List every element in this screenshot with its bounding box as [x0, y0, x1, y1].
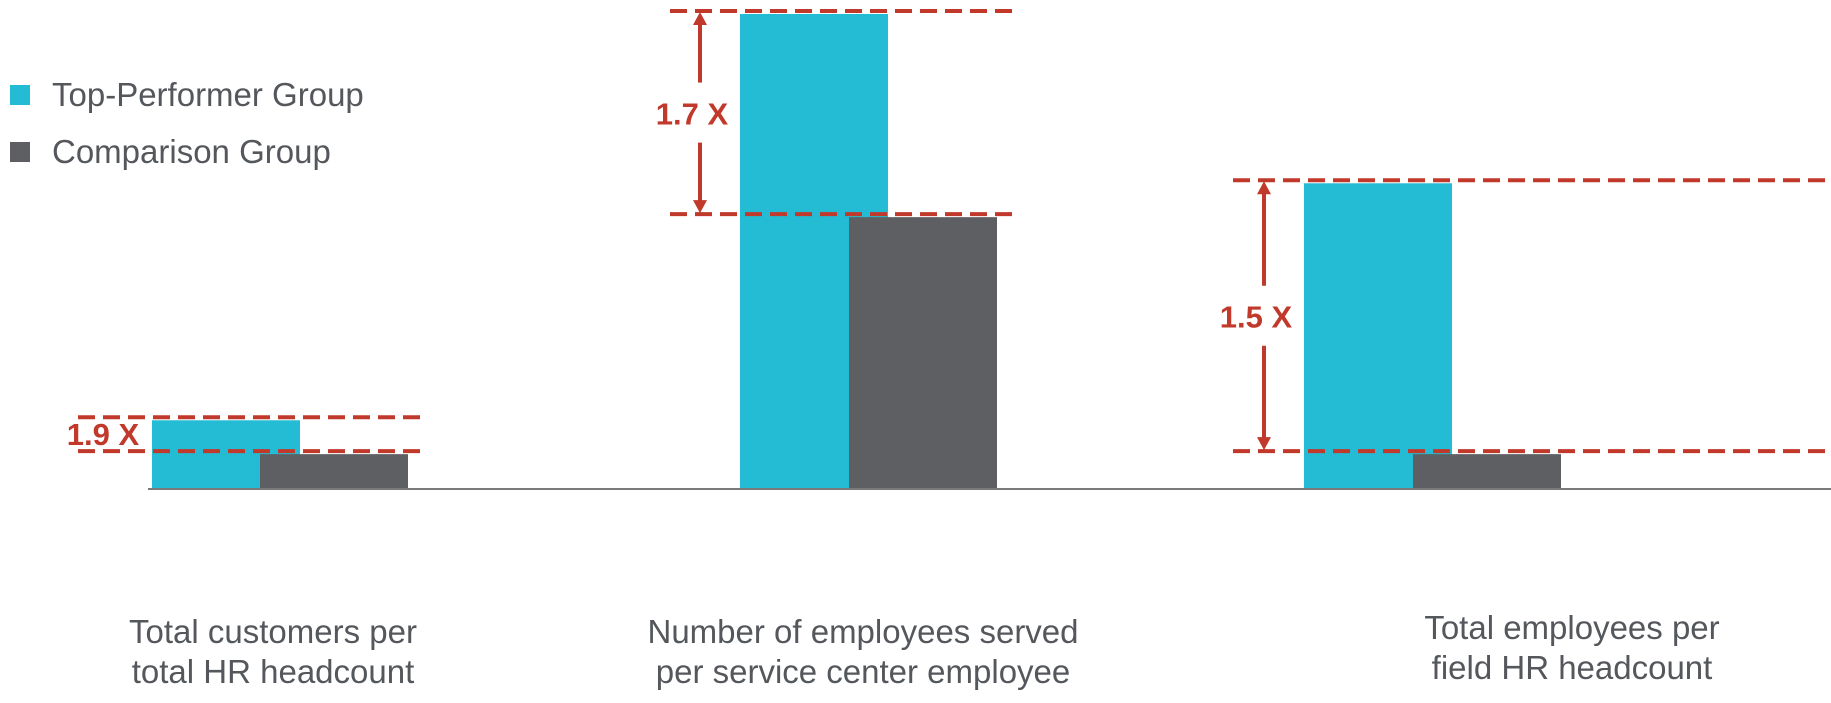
legend: Top-Performer Group Comparison Group: [10, 66, 364, 180]
legend-label-comparison: Comparison Group: [52, 132, 331, 170]
legend-label-top-performer: Top-Performer Group: [52, 75, 364, 113]
bar-top-performer-3: [1304, 183, 1452, 489]
arrow-head-down-2: [693, 200, 707, 214]
category-label-2: Number of employees served per service c…: [647, 613, 1079, 690]
bar-comparison-3: [1413, 454, 1561, 488]
legend-item-comparison: Comparison Group: [10, 123, 364, 180]
arrow-head-up-2: [693, 12, 707, 25]
ratio-label-3: 1.5 X: [1220, 300, 1293, 335]
ratio-label-2: 1.7 X: [656, 97, 729, 132]
arrow-head-down-3: [1257, 437, 1271, 451]
arrow-head-up-3: [1257, 181, 1271, 195]
bar-comparison-1: [260, 454, 408, 488]
legend-swatch-comparison: [10, 141, 30, 162]
legend-item-top-performer: Top-Performer Group: [10, 66, 364, 123]
legend-swatch-top-performer: [10, 84, 30, 105]
category-label-1: Total customers per total HR headcount: [129, 613, 417, 690]
category-label-3: Total employees per field HR headcount: [1424, 609, 1720, 686]
chart-marks: 1.9 X 1.7 X 1.5 X: [67, 9, 1831, 490]
bar-comparison-2: [849, 217, 997, 488]
ratio-label-1: 1.9 X: [67, 417, 140, 452]
